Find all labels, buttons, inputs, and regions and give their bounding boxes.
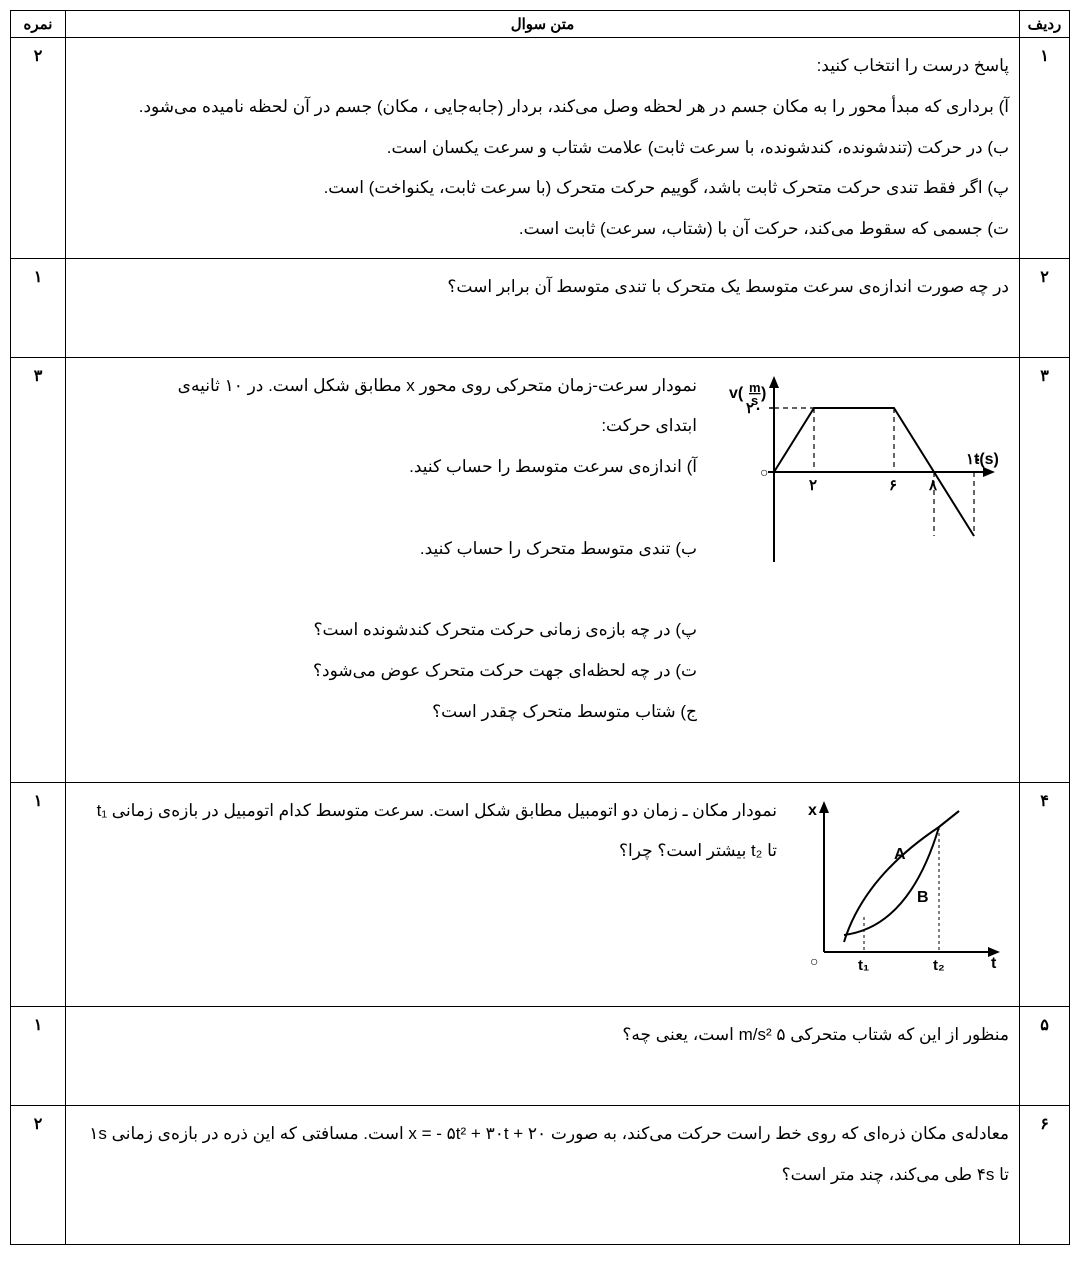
q1-option-a: آ) برداری که مبدأ محور را به مکان جسم در…: [76, 87, 1009, 128]
header-row: ردیف متن سوال نمره: [11, 11, 1070, 38]
question-body: پاسخ درست را انتخاب کنید: آ) برداری که م…: [66, 38, 1020, 259]
q3-part-a: آ) اندازه‌ی سرعت متوسط را حساب کنید.: [76, 447, 697, 488]
question-row: ۳ نمودار سرعت-زمان متحرکی روی محور x مطا…: [11, 357, 1070, 782]
svg-text:۱۰: ۱۰: [966, 451, 982, 468]
velocity-time-chart: v(ms)t(s)○۲۰۲۶۸۱۰: [719, 372, 1009, 598]
question-row: ۶ معادله‌ی مکان ذره‌ای که روی خط راست حر…: [11, 1105, 1070, 1244]
svg-text:۲: ۲: [809, 477, 817, 494]
q3-part-b: ب) تندی متوسط متحرک را حساب کنید.: [76, 529, 697, 570]
score-cell: ۲: [11, 1105, 66, 1244]
q4-line2: تا t₂ بیشتر است؟ چرا؟: [76, 831, 777, 872]
header-body: متن سوال: [66, 11, 1020, 38]
question-body: معادله‌ی مکان ذره‌ای که روی خط راست حرکت…: [66, 1105, 1020, 1244]
question-row: ۲ در چه صورت اندازه‌ی سرعت متوسط یک متحر…: [11, 258, 1070, 357]
header-score: نمره: [11, 11, 66, 38]
row-number: ۲: [1020, 258, 1070, 357]
svg-text:○: ○: [760, 464, 768, 480]
exam-table: ردیف متن سوال نمره ۱ پاسخ درست را انتخاب…: [10, 10, 1070, 1245]
row-number: ۱: [1020, 38, 1070, 259]
score-cell: ۱: [11, 782, 66, 1007]
q1-option-b: ب) در حرکت (تندشونده، کندشونده، با سرعت …: [76, 128, 1009, 169]
q1-option-t: ت) جسمی که سقوط می‌کند، حرکت آن با (شتاب…: [76, 209, 1009, 250]
svg-text:t₁: t₁: [858, 957, 869, 974]
svg-text:A: A: [894, 846, 906, 863]
position-time-chart: x t ○ t₁ t₂ A B: [799, 797, 1009, 993]
q1-intro: پاسخ درست را انتخاب کنید:: [76, 46, 1009, 87]
question-row: ۱ پاسخ درست را انتخاب کنید: آ) برداری که…: [11, 38, 1070, 259]
row-number: ۵: [1020, 1007, 1070, 1106]
q3-part-p: پ) در چه بازه‌ی زمانی حرکت متحرک کندشوند…: [76, 610, 697, 651]
question-row: ۴ نمودار مکان ـ زمان دو اتومبیل مطابق شک…: [11, 782, 1070, 1007]
question-body: نمودار مکان ـ زمان دو اتومبیل مطابق شکل …: [66, 782, 1020, 1007]
svg-text:○: ○: [810, 953, 818, 969]
question-body: نمودار سرعت-زمان متحرکی روی محور x مطابق…: [66, 357, 1020, 782]
row-number: ۳: [1020, 357, 1070, 782]
header-rownum: ردیف: [1020, 11, 1070, 38]
svg-text:v(: v(: [729, 385, 744, 402]
svg-text:B: B: [917, 889, 929, 906]
q3-line1: نمودار سرعت-زمان متحرکی روی محور x مطابق…: [76, 366, 697, 407]
svg-text:۲۰: ۲۰: [746, 400, 762, 417]
q6-text: معادله‌ی مکان ذره‌ای که روی خط راست حرکت…: [76, 1114, 1009, 1196]
q3-part-j: ج) شتاب متوسط متحرک چقدر است؟: [76, 692, 697, 733]
score-cell: ۱: [11, 258, 66, 357]
row-number: ۶: [1020, 1105, 1070, 1244]
q2-text: در چه صورت اندازه‌ی سرعت متوسط یک متحرک …: [76, 267, 1009, 308]
score-cell: ۲: [11, 38, 66, 259]
q1-option-p: پ) اگر فقط تندی حرکت متحرک ثابت باشد، گو…: [76, 168, 1009, 209]
question-row: ۵ منظور از این که شتاب متحرکی ۵ m/s² است…: [11, 1007, 1070, 1106]
svg-text:۸: ۸: [928, 477, 938, 494]
row-number: ۴: [1020, 782, 1070, 1007]
q5-text: منظور از این که شتاب متحرکی ۵ m/s² است، …: [76, 1015, 1009, 1056]
svg-text:t: t: [991, 955, 997, 972]
score-cell: ۱: [11, 1007, 66, 1106]
svg-text:x: x: [808, 802, 817, 819]
q3-part-t: ت) در چه لحظه‌ای جهت حرکت متحرک عوض می‌ش…: [76, 651, 697, 692]
score-cell: ۳: [11, 357, 66, 782]
question-body: منظور از این که شتاب متحرکی ۵ m/s² است، …: [66, 1007, 1020, 1106]
q4-line1: نمودار مکان ـ زمان دو اتومبیل مطابق شکل …: [76, 791, 777, 832]
q3-line2: ابتدای حرکت:: [76, 406, 697, 447]
svg-text:۶: ۶: [889, 477, 897, 494]
svg-text:t₂: t₂: [933, 957, 945, 974]
question-body: در چه صورت اندازه‌ی سرعت متوسط یک متحرک …: [66, 258, 1020, 357]
